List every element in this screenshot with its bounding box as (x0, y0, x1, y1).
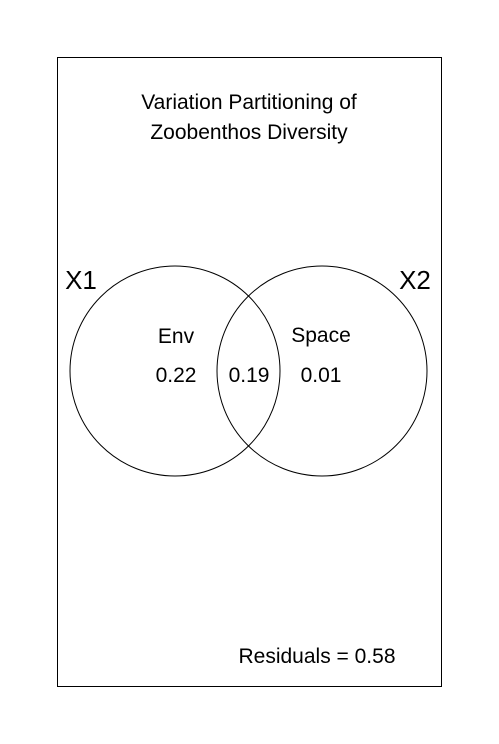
plot-frame (57, 57, 442, 687)
title-line-1: Variation Partitioning of (141, 91, 357, 114)
set-label-x1: X1 (65, 265, 97, 295)
circle-x2 (216, 265, 428, 477)
title-line-2: Zoobenthos Diversity (150, 121, 348, 144)
fraction-env-only: 0.22 (156, 364, 197, 387)
factor-label-env: Env (158, 325, 195, 348)
fraction-space-only: 0.01 (301, 364, 342, 387)
circle-x1 (69, 265, 281, 477)
factor-label-space: Space (291, 324, 351, 347)
residuals-label: Residuals = 0.58 (238, 645, 395, 668)
fraction-shared: 0.19 (229, 364, 270, 387)
set-label-x2: X2 (399, 265, 431, 295)
